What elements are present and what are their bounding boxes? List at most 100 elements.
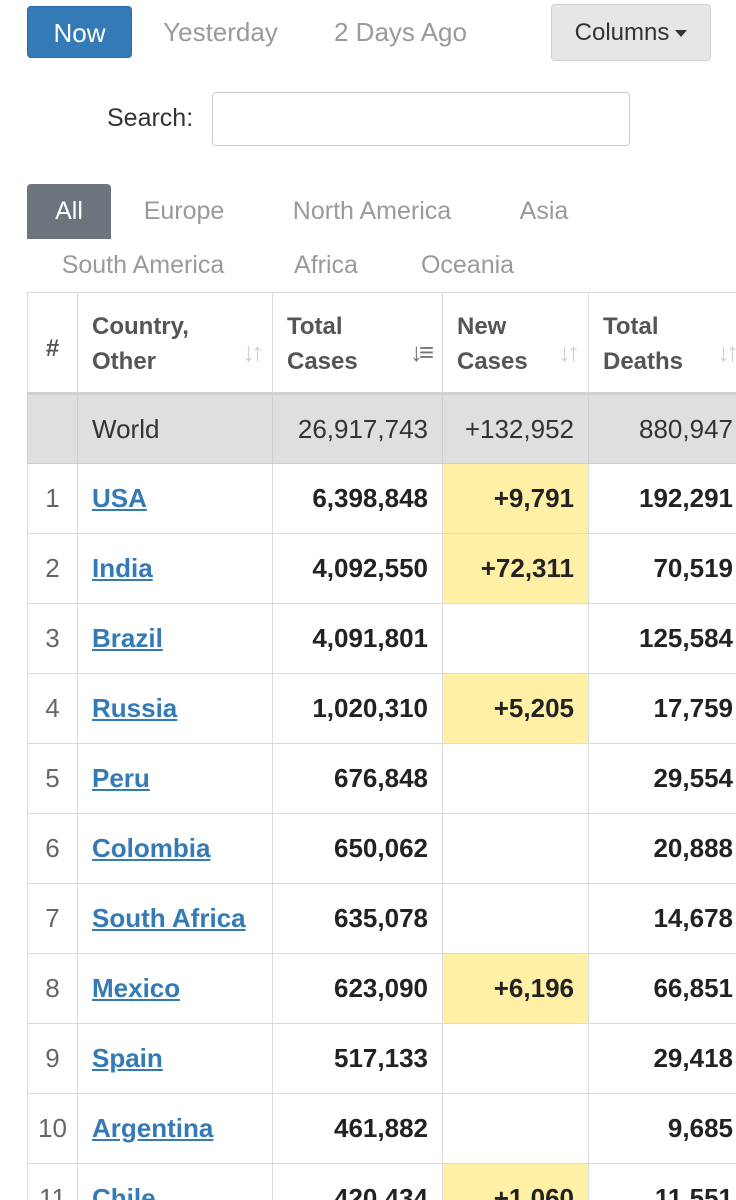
sort-descending-icon: ↓≡ [409, 337, 434, 367]
row-country: Russia [77, 673, 273, 744]
sort-icon: ↓↑ [242, 337, 264, 367]
row-total-deaths: 125,584 [588, 603, 736, 674]
row-total-deaths: 17,759 [588, 673, 736, 744]
country-link[interactable]: Peru [92, 763, 150, 793]
table-row: 11 Chile 420,434 +1,060 11,551 [27, 1163, 736, 1200]
row-total-deaths: 70,519 [588, 533, 736, 604]
world-row: World 26,917,743 +132,952 880,947 [27, 393, 736, 464]
row-new-cases: +72,311 [442, 533, 589, 604]
header-new-cases[interactable]: New Cases ↓↑ [442, 292, 589, 395]
table-row: 5 Peru 676,848 29,554 [27, 743, 736, 814]
row-new-cases: +9,791 [442, 463, 589, 534]
world-total-deaths: 880,947 [588, 393, 736, 464]
table-row: 1 USA 6,398,848 +9,791 192,291 [27, 463, 736, 534]
header-country[interactable]: Country, Other ↓↑ [77, 292, 273, 395]
caret-down-icon [675, 30, 688, 38]
row-total-cases: 4,092,550 [272, 533, 443, 604]
row-total-deaths: 192,291 [588, 463, 736, 534]
row-rank: 4 [27, 673, 78, 744]
table-row: 3 Brazil 4,091,801 125,584 [27, 603, 736, 674]
row-total-deaths: 20,888 [588, 813, 736, 884]
country-link[interactable]: Chile [92, 1183, 156, 1200]
table-row: 7 South Africa 635,078 14,678 [27, 883, 736, 954]
table-row: 2 India 4,092,550 +72,311 70,519 [27, 533, 736, 604]
row-country: Chile [77, 1163, 273, 1200]
region-tab-all[interactable]: All [27, 184, 111, 239]
row-country: Brazil [77, 603, 273, 674]
region-tab-south-america[interactable]: South America [61, 251, 225, 279]
table-row: 9 Spain 517,133 29,418 [27, 1023, 736, 1094]
region-tab-africa[interactable]: Africa [294, 251, 358, 279]
country-link[interactable]: Argentina [92, 1113, 214, 1143]
header-total-deaths-line1: Total [603, 313, 659, 340]
row-rank: 7 [27, 883, 78, 954]
world-rank [27, 393, 78, 464]
table-row: 8 Mexico 623,090 +6,196 66,851 [27, 953, 736, 1024]
row-total-deaths: 14,678 [588, 883, 736, 954]
world-label: World [77, 393, 273, 464]
row-new-cases [442, 813, 589, 884]
row-country: India [77, 533, 273, 604]
header-total-cases-line1: Total [287, 313, 343, 340]
row-rank: 5 [27, 743, 78, 814]
columns-button[interactable]: Columns [551, 4, 711, 61]
row-country: Peru [77, 743, 273, 814]
search-label: Search: [107, 104, 194, 132]
row-rank: 10 [27, 1093, 78, 1164]
country-link[interactable]: Brazil [92, 623, 163, 653]
header-total-cases[interactable]: Total Cases ↓≡ [272, 292, 443, 395]
row-total-cases: 623,090 [272, 953, 443, 1024]
world-new-cases: +132,952 [442, 393, 589, 464]
header-total-cases-line2: Cases [287, 348, 358, 375]
region-tab-asia[interactable]: Asia [519, 197, 569, 225]
row-new-cases [442, 603, 589, 674]
row-total-cases: 676,848 [272, 743, 443, 814]
tab-2-days-ago[interactable]: 2 Days Ago [318, 6, 483, 58]
row-new-cases: +5,205 [442, 673, 589, 744]
row-country: Spain [77, 1023, 273, 1094]
country-link[interactable]: South Africa [92, 903, 246, 933]
header-rank[interactable]: # [27, 292, 78, 395]
row-rank: 2 [27, 533, 78, 604]
sort-icon: ↓↑ [558, 337, 580, 367]
header-country-line1: Country, [92, 313, 189, 340]
region-tab-europe[interactable]: Europe [143, 197, 225, 225]
row-total-cases: 517,133 [272, 1023, 443, 1094]
row-total-cases: 650,062 [272, 813, 443, 884]
country-link[interactable]: India [92, 553, 153, 583]
country-link[interactable]: Mexico [92, 973, 181, 1003]
country-link[interactable]: Spain [92, 1043, 163, 1073]
region-tab-oceania[interactable]: Oceania [420, 251, 515, 279]
world-total-cases: 26,917,743 [272, 393, 443, 464]
header-total-deaths-line2: Deaths [603, 348, 684, 375]
table-row: 4 Russia 1,020,310 +5,205 17,759 [27, 673, 736, 744]
table-header-row: # Country, Other ↓↑ Total Cases ↓≡ New C… [27, 292, 736, 395]
row-total-deaths: 11,551 [588, 1163, 736, 1200]
row-new-cases [442, 743, 589, 814]
country-link[interactable]: Colombia [92, 833, 211, 863]
table-row: 6 Colombia 650,062 20,888 [27, 813, 736, 884]
row-country: Colombia [77, 813, 273, 884]
row-total-cases: 635,078 [272, 883, 443, 954]
row-country: Mexico [77, 953, 273, 1024]
sort-icon: ↓↑ [717, 337, 736, 367]
header-total-deaths[interactable]: Total Deaths ↓↑ [588, 292, 736, 395]
country-link[interactable]: Russia [92, 693, 178, 723]
tab-yesterday[interactable]: Yesterday [148, 6, 293, 58]
row-total-cases: 461,882 [272, 1093, 443, 1164]
row-rank: 1 [27, 463, 78, 534]
columns-button-label: Columns [574, 19, 670, 46]
row-rank: 9 [27, 1023, 78, 1094]
row-total-cases: 420,434 [272, 1163, 443, 1200]
country-link[interactable]: USA [92, 483, 147, 513]
row-total-cases: 6,398,848 [272, 463, 443, 534]
row-new-cases [442, 883, 589, 954]
region-tab-north-america[interactable]: North America [292, 197, 452, 225]
tab-now[interactable]: Now [27, 6, 132, 58]
row-country: Argentina [77, 1093, 273, 1164]
row-total-deaths: 29,554 [588, 743, 736, 814]
row-new-cases [442, 1023, 589, 1094]
header-country-line2: Other [92, 348, 157, 375]
row-total-cases: 1,020,310 [272, 673, 443, 744]
search-input[interactable] [212, 92, 630, 146]
